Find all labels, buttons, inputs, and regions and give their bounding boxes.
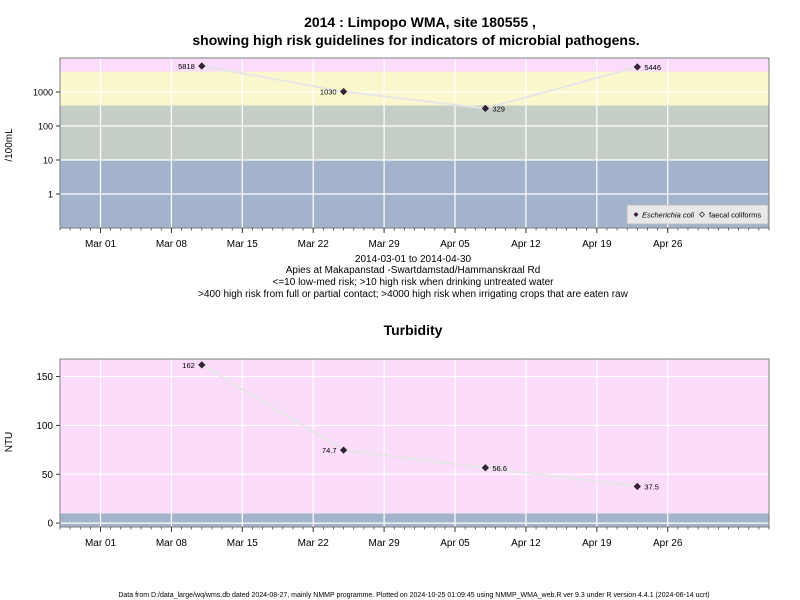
chart1-data-label: 5446: [644, 63, 661, 72]
chart1-legend-item-faecal: faecal coliforms: [709, 211, 761, 220]
chart2-data-label: 74.7: [322, 446, 337, 455]
chart1-legend-marker-ecoli: [633, 212, 639, 217]
chart1-xtick-label: Mar 08: [156, 239, 188, 250]
chart1-xtick-label: Mar 22: [298, 239, 330, 250]
chart2-ytick-label: 0: [47, 519, 53, 530]
chart2-xtick-label: Mar 08: [156, 538, 188, 549]
chart1-guideline-contact: >400 high risk from full or partial cont…: [198, 289, 628, 300]
chart2-xtick-label: Apr 12: [511, 538, 541, 549]
chart2-data-point: [481, 464, 490, 472]
microbial-chart: 1 10 100 1000 Mar 01 Mar 08 Mar 15 Mar 22 Mar 29…: [33, 57, 770, 250]
chart1-xtick-label: Apr 19: [582, 239, 612, 250]
chart1-xtick-label: Apr 12: [511, 239, 541, 250]
chart2-ytick-label: 50: [42, 470, 54, 481]
footer-note: Data from D:/data_large/wq/wms.db dated …: [118, 592, 709, 599]
chart1-date-range: 2014-03-01 to 2014-04-30: [355, 254, 472, 265]
chart2-xtick-label: Apr 26: [653, 538, 683, 549]
chart1-data-label: 5818: [178, 62, 195, 71]
chart2-band: [60, 513, 769, 527]
chart1-data-label: 329: [492, 104, 505, 113]
chart1-xtick-label: Mar 15: [227, 239, 259, 250]
chart2-ylabel: NTU: [4, 432, 15, 453]
chart1-xtick-label: Mar 29: [369, 239, 401, 250]
chart1-title-line2: showing high risk guidelines for indicat…: [192, 32, 639, 48]
chart2-ytick-label: 150: [36, 372, 53, 383]
chart1-legend-marker-faecal: [698, 211, 706, 218]
chart1-data-label: 1030: [320, 88, 337, 97]
chart1-ytick-label: 100: [38, 122, 53, 132]
chart1-ytick-label: 1000: [33, 88, 53, 98]
turbidity-chart: 0 50 100 150 Mar 01 Mar 08 Mar 15 Mar 22 Mar 29 A…: [36, 358, 770, 549]
chart1-site-name: Apies at Makapanstad -Swartdamstad/Hamma…: [286, 265, 541, 276]
chart2-ytick-label: 100: [36, 421, 53, 432]
chart1-xtick-label: Apr 26: [653, 239, 683, 250]
chart2-xtick-label: Apr 05: [440, 538, 470, 549]
chart1-ylabel: /100mL: [4, 128, 15, 162]
chart1-series-line: [201, 65, 638, 110]
chart2-xtick-label: Apr 19: [582, 538, 612, 549]
chart2-data-point: [198, 361, 206, 369]
chart1-data-point: [339, 87, 348, 96]
chart2-series-line: [201, 364, 638, 488]
chart2-xtick-label: Mar 15: [227, 538, 259, 549]
chart1-legend-item-ecoli: Escherichia coli: [642, 211, 694, 220]
chart2-data-label: 56.6: [492, 464, 507, 473]
chart1-ytick-label: 1: [48, 190, 53, 200]
chart2-band: [60, 359, 769, 514]
chart2-data-point: [339, 446, 348, 454]
chart2-xtick-label: Mar 29: [369, 538, 401, 549]
chart2-xtick-label: Mar 22: [298, 538, 330, 549]
chart1-xtick-label: Apr 05: [440, 239, 470, 250]
chart2-title: Turbidity: [384, 322, 443, 338]
chart2-xtick-label: Mar 01: [85, 538, 117, 549]
chart1-band: [60, 58, 769, 72]
chart2-data-label: 37.5: [644, 482, 659, 491]
chart1-band: [60, 105, 769, 160]
chart1-data-point: [198, 62, 206, 70]
chart1-guideline-drinking: <=10 low-med risk; >10 high risk when dr…: [273, 277, 555, 288]
chart1-data-point: [633, 63, 641, 71]
chart1-xtick-label: Mar 01: [85, 239, 117, 250]
chart1-legend-box: [626, 204, 769, 225]
chart1-ytick-label: 10: [43, 156, 53, 166]
chart1-data-point: [481, 104, 490, 113]
chart2-data-label: 162: [182, 361, 195, 370]
chart2-data-point: [633, 482, 641, 491]
chart1-title-line1: 2014 : Limpopo WMA, site 180555 ,: [304, 14, 536, 30]
